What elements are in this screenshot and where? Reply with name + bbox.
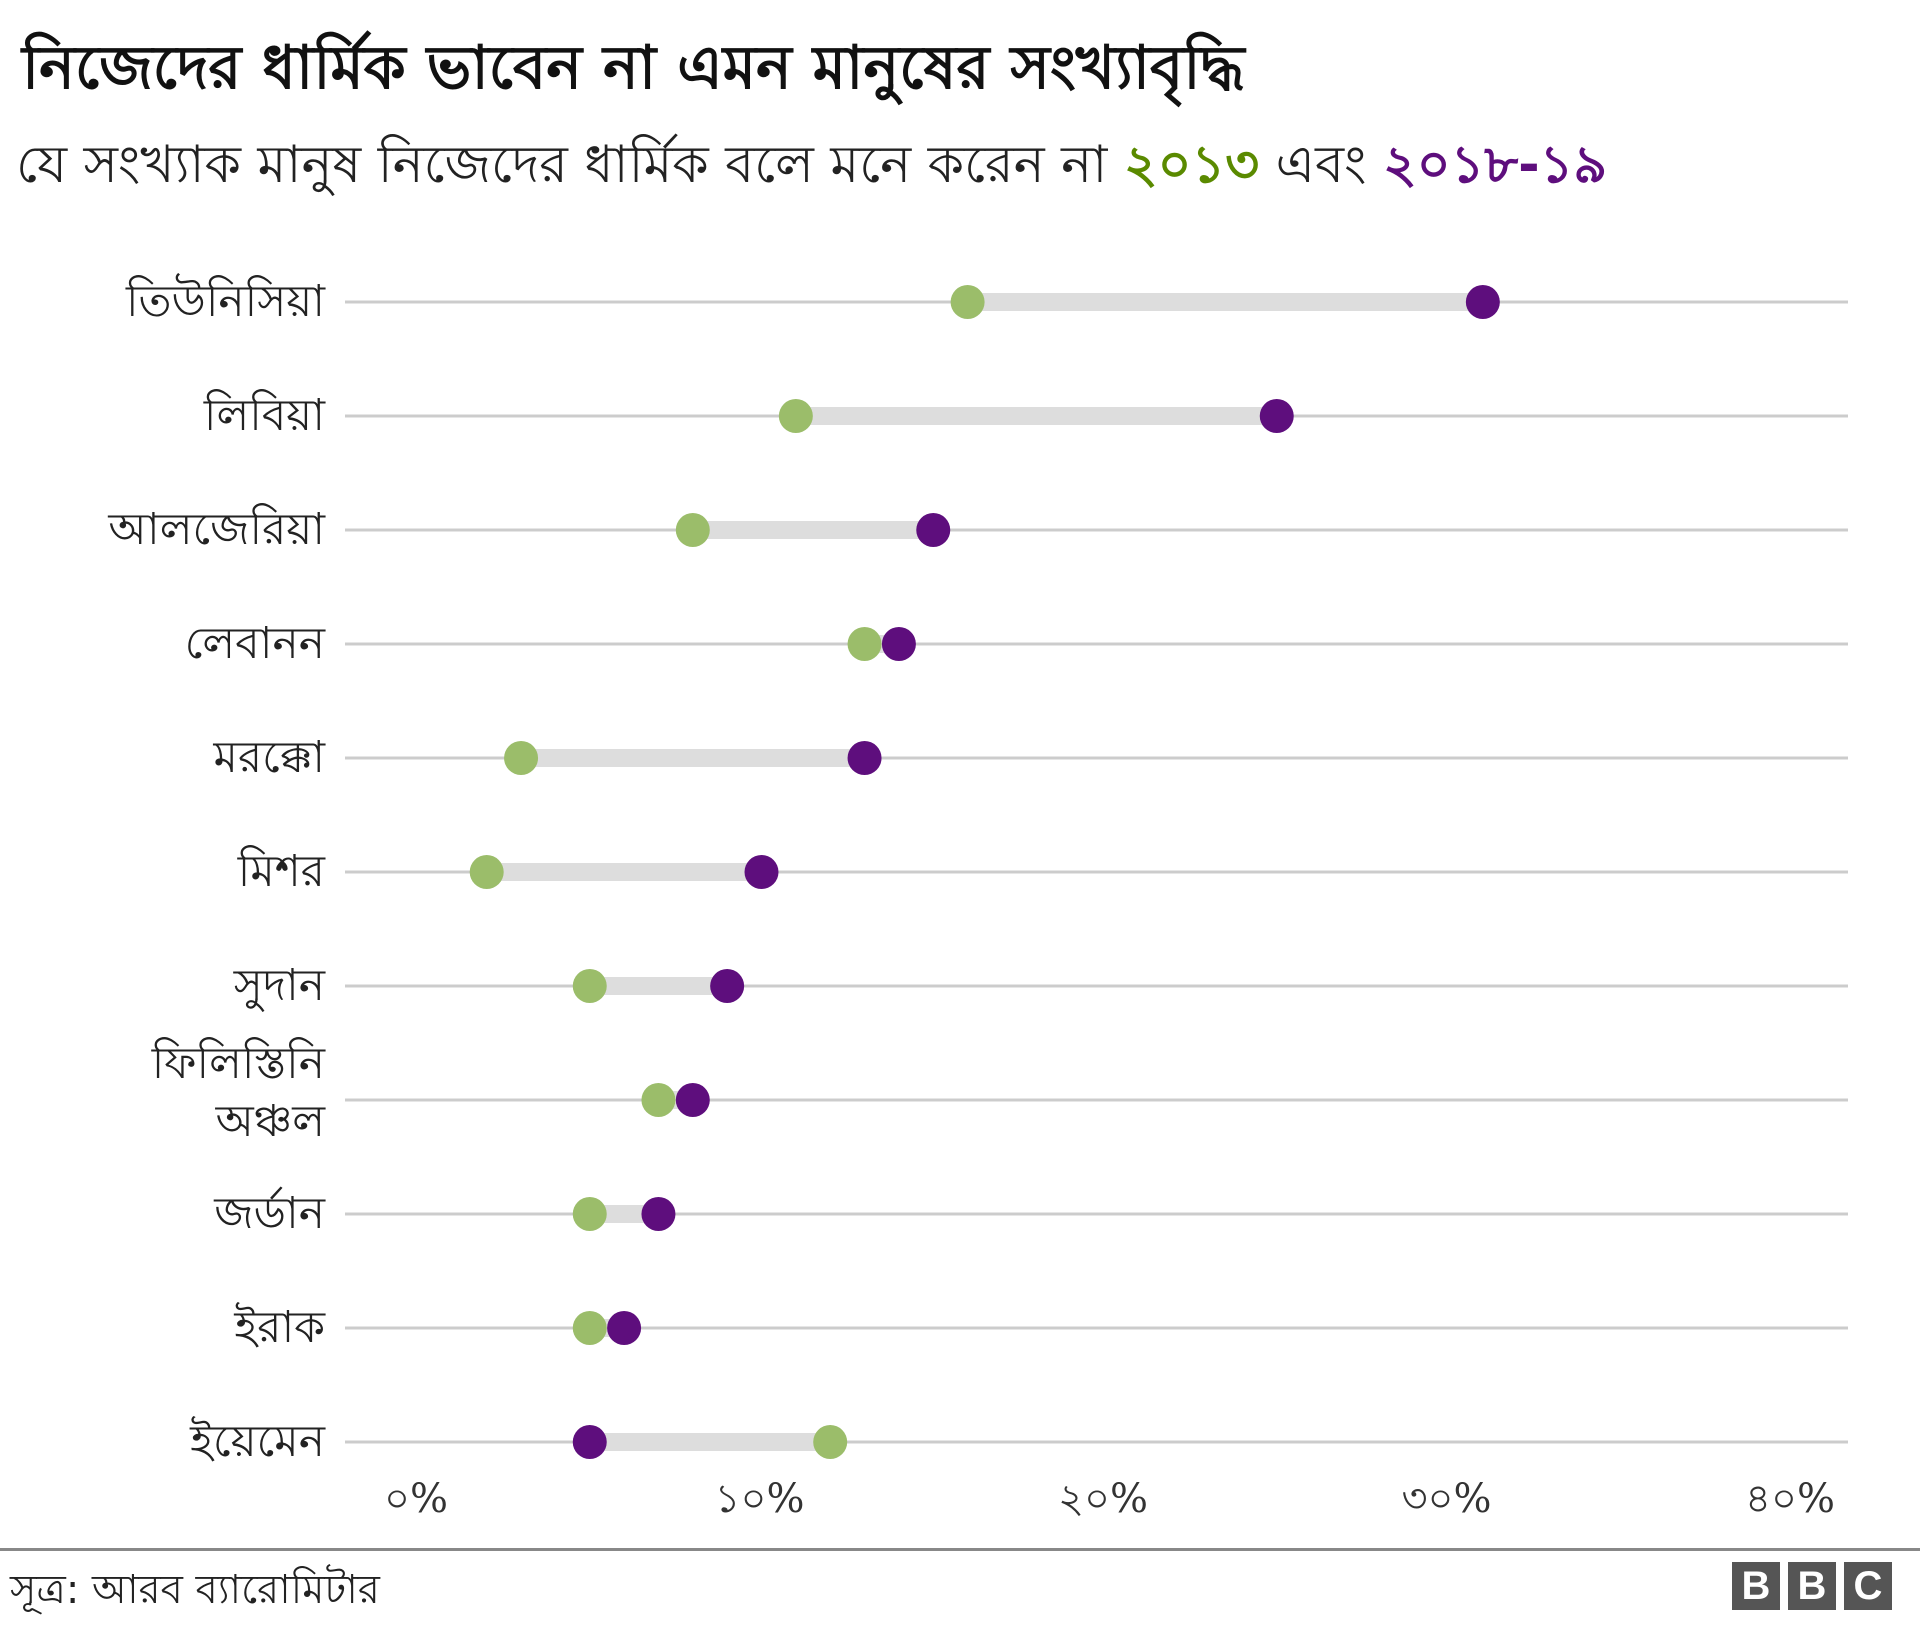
point-2013 — [778, 399, 813, 433]
point-2013 — [950, 285, 985, 319]
point-2013 — [572, 1197, 607, 1231]
point-2018-19 — [572, 1425, 607, 1459]
point-2018-19 — [916, 513, 951, 547]
category-label: জর্ডান — [213, 1186, 326, 1239]
point-2013 — [813, 1425, 848, 1459]
point-2018-19 — [744, 855, 779, 889]
legend-and: এবং — [1275, 135, 1367, 195]
x-tick-label: ২০% — [1058, 1476, 1148, 1522]
category-label: ইরাক — [233, 1302, 326, 1353]
point-2013 — [572, 1311, 607, 1345]
chart-title: নিজেদের ধার্মিক ভাবেন না এমন মানুষের সংখ… — [22, 33, 1245, 103]
category-label: মরক্কো — [213, 732, 327, 783]
point-2013 — [504, 741, 539, 775]
category-label: সুদান — [233, 960, 326, 1011]
point-2013 — [572, 969, 607, 1003]
point-2013 — [469, 855, 504, 889]
chart-subtitle: যে সংখ্যাক মানুষ নিজেদের ধার্মিক বলে মনে… — [16, 124, 1607, 211]
bbc-logo-b1: B — [1732, 1562, 1780, 1610]
point-2018-19 — [710, 969, 745, 1003]
category-label: মিশর — [237, 845, 326, 897]
point-2018-19 — [607, 1311, 642, 1345]
x-tick-label: ১০% — [715, 1476, 805, 1522]
x-tick-label: ৩০% — [1401, 1476, 1491, 1522]
point-2018-19 — [1465, 285, 1500, 319]
legend-2019: ২০১৮-১৯ — [1382, 135, 1608, 195]
category-label: অঞ্চল — [215, 1096, 327, 1147]
category-label: লিবিয়া — [203, 389, 326, 441]
point-2018-19 — [641, 1197, 676, 1231]
footer-divider — [0, 1548, 1920, 1551]
point-2013 — [847, 627, 882, 661]
point-2018-19 — [881, 627, 916, 661]
bbc-logo-b2: B — [1788, 1562, 1836, 1610]
subtitle-text: যে সংখ্যাক মানুষ নিজেদের ধার্মিক বলে মনে… — [16, 135, 1108, 195]
category-label: তিউনিসিয়া — [125, 273, 326, 327]
legend-2013: ২০১৩ — [1123, 135, 1260, 195]
category-label: ইয়েমেন — [189, 1416, 326, 1467]
category-label: ফিলিস্তিনি — [151, 1037, 326, 1089]
point-2013 — [641, 1083, 676, 1117]
point-2013 — [675, 513, 710, 547]
point-2018-19 — [675, 1083, 710, 1117]
category-label: আলজেরিয়া — [107, 503, 326, 555]
category-label: লেবানন — [185, 618, 326, 669]
x-tick-label: ৪০% — [1745, 1476, 1835, 1522]
bbc-logo-c: C — [1844, 1562, 1892, 1610]
x-tick-label: ০% — [384, 1476, 448, 1522]
dumbbell-chart: তিউনিসিয়া লিবিয়া আলজেরিয়া লেবানন মরক্কো মি… — [107, 273, 1848, 1522]
point-2018-19 — [847, 741, 882, 775]
point-2018-19 — [1259, 399, 1294, 433]
bbc-logo: B B C — [1732, 1562, 1892, 1610]
source-note: সূত্র: আরব ব্যারোমিটার — [10, 1567, 380, 1613]
